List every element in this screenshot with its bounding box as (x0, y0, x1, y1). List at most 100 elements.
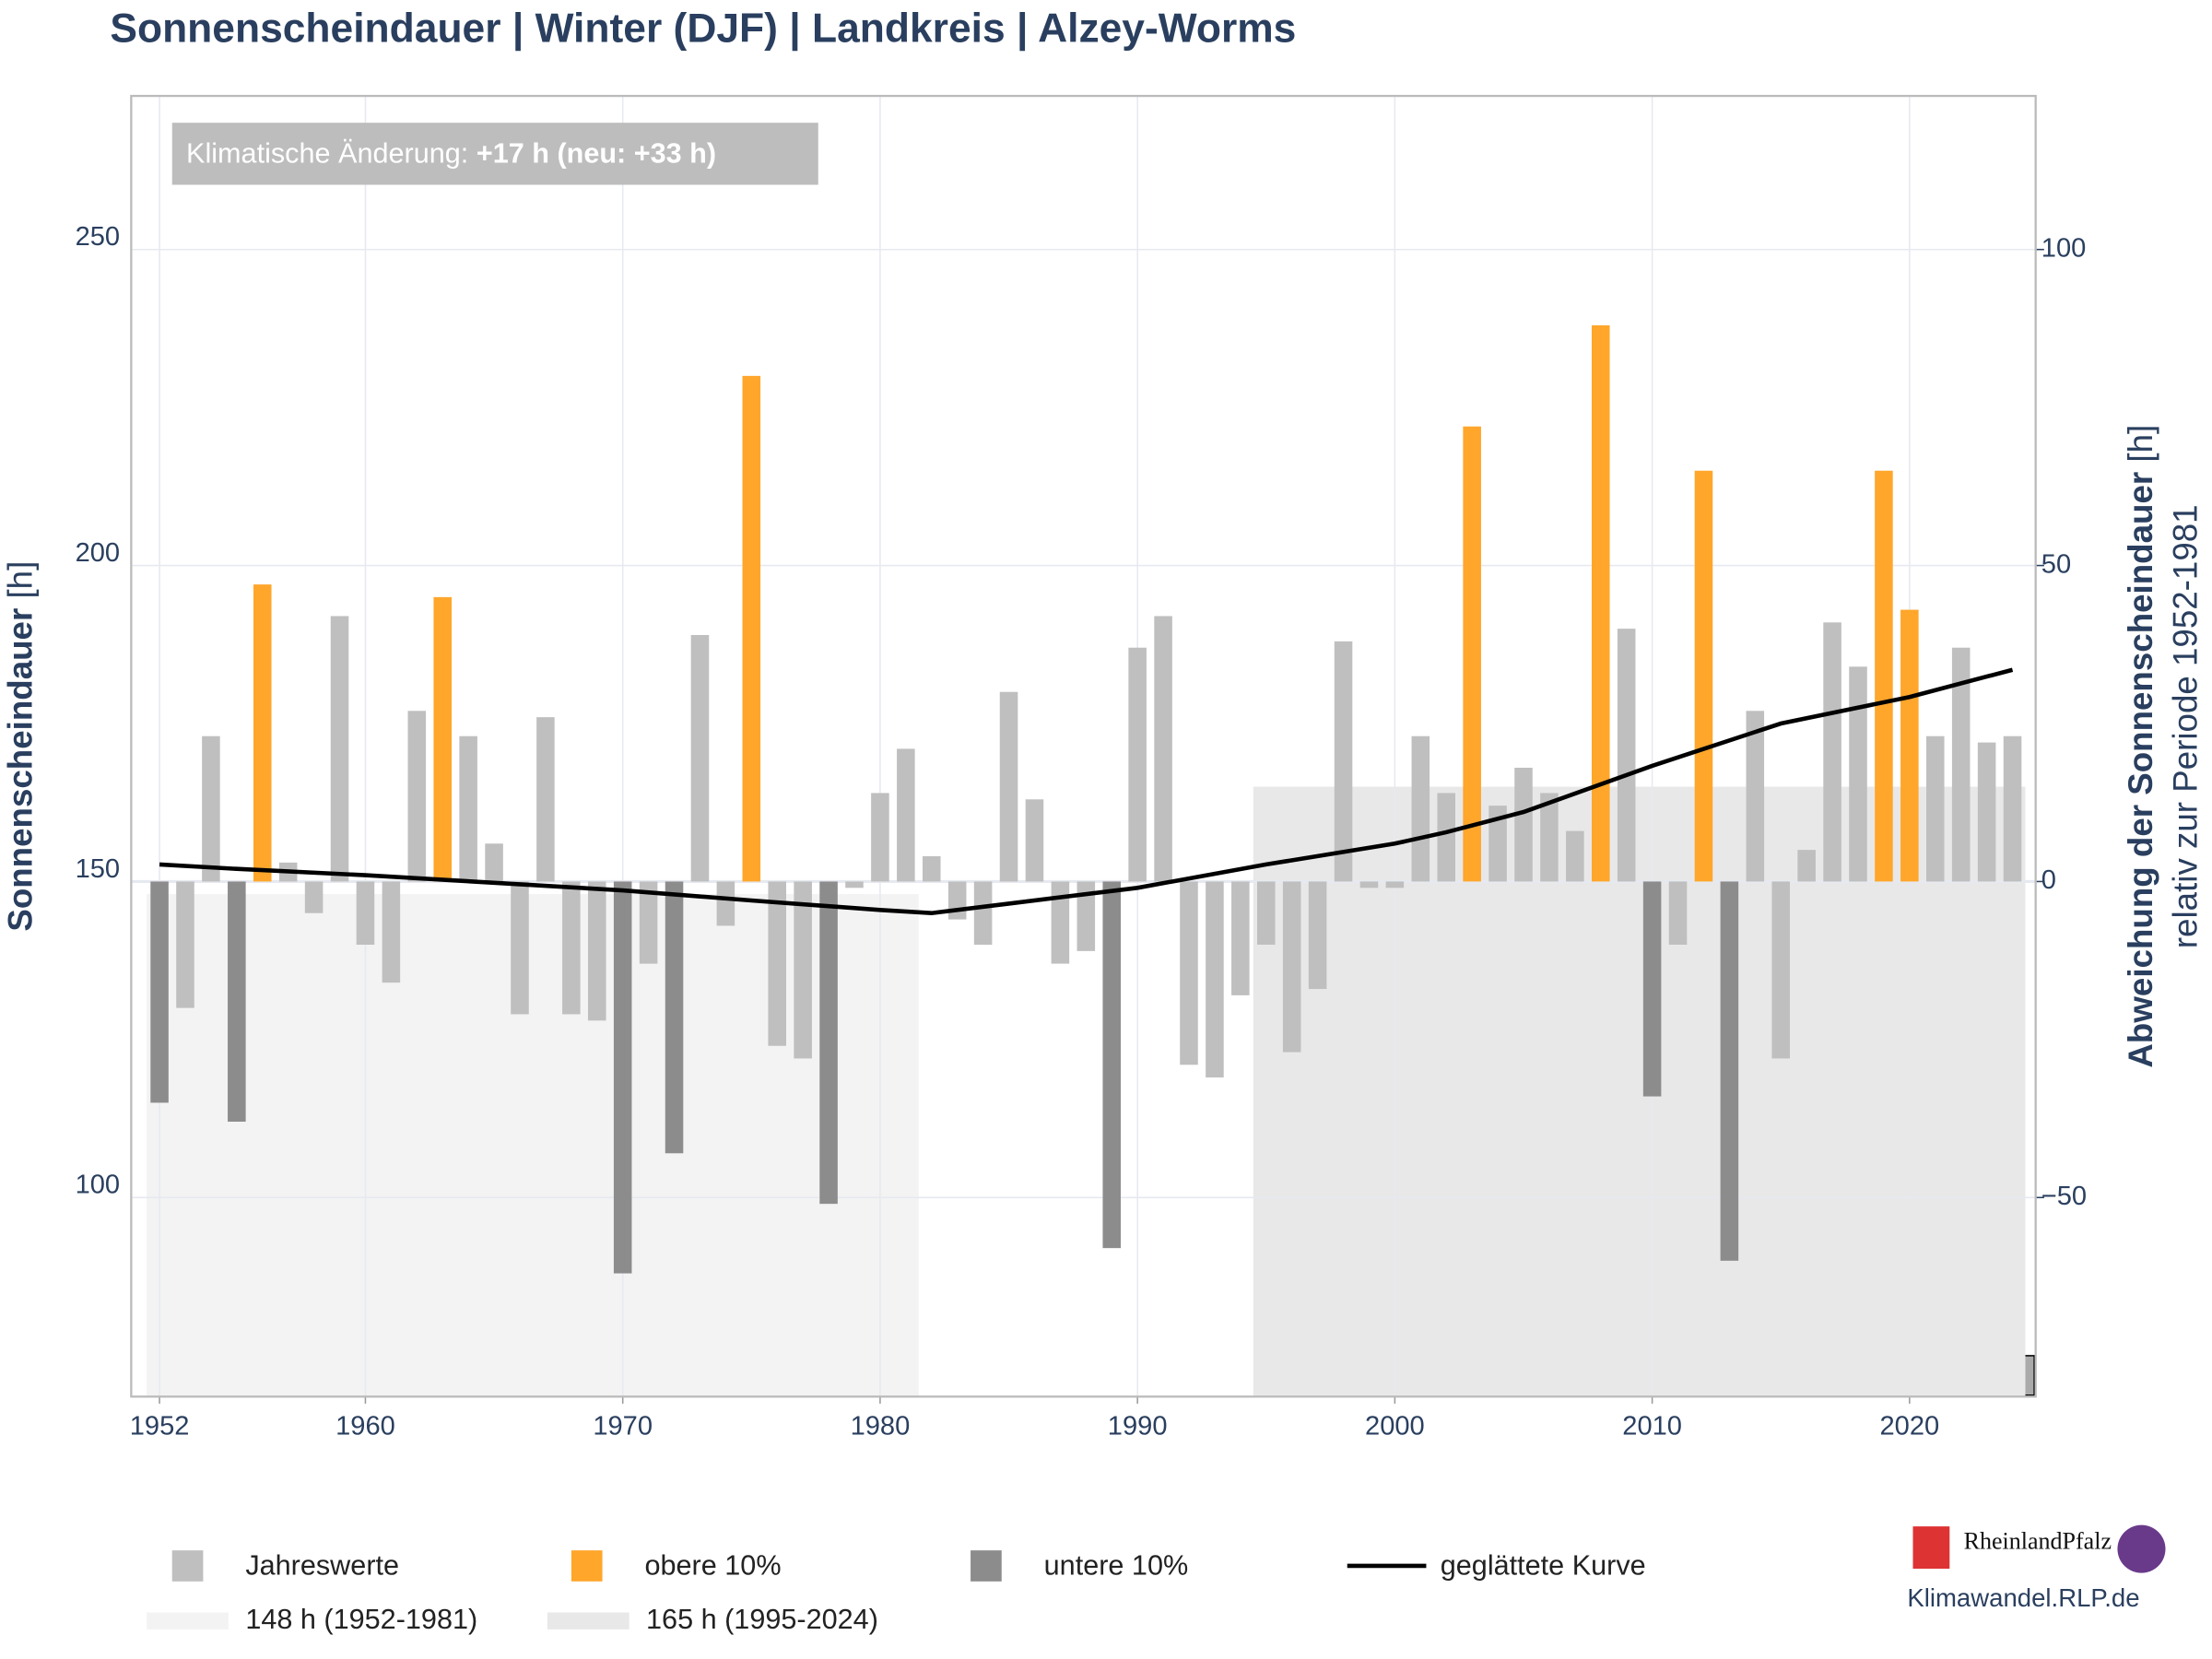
legend-label: geglättete Kurve (1441, 1550, 1646, 1582)
annotation-value: +17 h (neu: +33 h) (477, 137, 716, 169)
bar (1411, 735, 1430, 882)
bar (485, 843, 503, 882)
x-tick-label: 1952 (130, 1412, 190, 1441)
bar (1771, 881, 1791, 1059)
y-axis-label: Sonnenscheindauer [h] (1, 561, 39, 932)
bar (253, 584, 272, 882)
bar (536, 717, 555, 882)
bar (562, 881, 581, 1015)
x-tick-label: 2000 (1365, 1412, 1425, 1441)
bar (768, 881, 786, 1046)
legend-swatch (971, 1550, 1002, 1582)
bar (742, 375, 761, 882)
bar (1128, 647, 1147, 882)
y2-tick-label: 50 (2041, 549, 2071, 579)
bar (150, 881, 169, 1103)
bar (1720, 881, 1739, 1261)
bar (947, 881, 967, 920)
plot-frame (130, 94, 2037, 1398)
annotation: Klimatische Änderung: +17 h (neu: +33 h) (186, 137, 716, 169)
legend-swatch (147, 1612, 229, 1630)
bar (897, 748, 915, 882)
legend-label: Jahreswerte (245, 1550, 399, 1582)
legend-swatch (547, 1612, 629, 1630)
y2-tick-label: 0 (2041, 865, 2056, 895)
legend-label: untere 10% (1044, 1550, 1189, 1582)
bar (1514, 768, 1533, 882)
bar (1231, 881, 1250, 995)
bar (587, 881, 606, 1021)
bar (1051, 881, 1070, 964)
bar (1900, 609, 1919, 882)
bar (2003, 735, 2022, 882)
logo-crest (1912, 1526, 1950, 1570)
period-band (147, 894, 919, 1397)
chart-title: Sonnenscheindauer | Winter (DJF) | Landk… (110, 6, 1296, 52)
bar (1154, 616, 1172, 882)
bar (1282, 881, 1301, 1053)
x-tick-label: 2010 (1622, 1412, 1682, 1441)
bar (1334, 641, 1353, 882)
legend-swatch (571, 1550, 603, 1582)
bar (356, 881, 375, 946)
annotation-box (171, 123, 818, 185)
bar (665, 881, 684, 1154)
bar (1359, 881, 1379, 888)
bar (871, 793, 889, 882)
bar (1463, 426, 1481, 882)
y-tick-label: 200 (76, 538, 121, 568)
legend-swatch (171, 1550, 204, 1582)
y2-axis-label-name: Abweichung der Sonnenscheindauer (2122, 472, 2159, 1068)
bar (304, 881, 324, 913)
bar (407, 711, 427, 882)
bar (794, 881, 812, 1059)
bar (999, 691, 1018, 882)
bar (716, 881, 735, 926)
bar (1437, 793, 1456, 882)
x-tick-label: 1980 (851, 1412, 911, 1441)
x-tick-label: 1960 (335, 1412, 395, 1441)
bar (690, 635, 710, 882)
bar (613, 881, 632, 1274)
bar (1540, 793, 1559, 882)
bar (922, 856, 941, 882)
y-tick-label: 150 (76, 854, 121, 884)
bar (1256, 881, 1276, 946)
y2-tick-label: −50 (2041, 1182, 2087, 1211)
bar (228, 881, 246, 1123)
legend-label: 148 h (1952-1981) (245, 1604, 477, 1635)
bar (1566, 830, 1584, 882)
bar (459, 735, 477, 882)
source: Klimawandel.RLP.de (1907, 1583, 2139, 1612)
smoothed-line (159, 667, 2014, 916)
bar (1591, 325, 1610, 882)
bar (1797, 850, 1816, 882)
bar (382, 881, 401, 983)
y2-tick-label: 100 (2041, 233, 2087, 263)
bar (1849, 666, 1867, 882)
bar (1206, 881, 1224, 1078)
x-tick-label: 1970 (593, 1412, 653, 1441)
period-band (1253, 786, 2026, 1397)
bar (1642, 881, 1662, 1097)
bar (330, 616, 349, 882)
bar (1951, 647, 1971, 882)
logo: RheinlandPfalz (1964, 1527, 2112, 1554)
bar (973, 881, 993, 946)
bar (1694, 470, 1713, 882)
y-axis-label-name: Sonnenscheindauer (1, 608, 39, 932)
bar (1875, 470, 1893, 882)
bar (1025, 799, 1044, 882)
bar (1977, 742, 1996, 882)
bar (1102, 881, 1121, 1249)
x-tick-label: 1990 (1108, 1412, 1168, 1441)
y-tick-label: 250 (76, 222, 121, 252)
y-tick-label: 100 (76, 1171, 121, 1200)
bar (176, 881, 194, 1008)
bar (202, 735, 220, 882)
y2-axis-label-unit: [h] (2122, 425, 2159, 463)
bar (1077, 881, 1096, 951)
bar (1746, 711, 1765, 882)
legend-label: obere 10% (644, 1550, 781, 1582)
